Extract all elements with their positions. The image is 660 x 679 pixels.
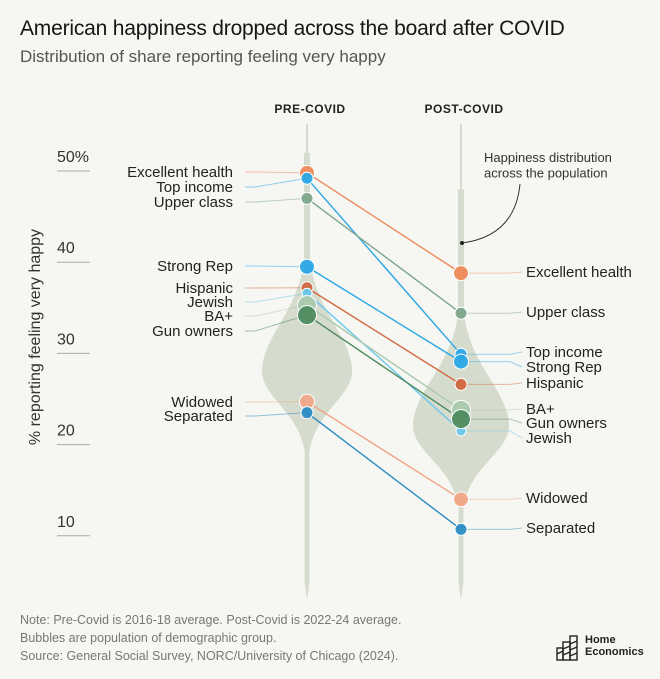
column-header-post-covid: POST-COVID	[424, 102, 503, 116]
connector-pre-upper-class	[245, 197, 308, 203]
label-pre-gun-owners: Gun owners	[152, 323, 233, 340]
buildings-icon	[556, 635, 578, 661]
slope-line-widowed	[306, 401, 462, 500]
label-pre-ba: BA+	[204, 308, 233, 325]
slope-line-upper-class	[306, 197, 462, 314]
label-post-strong-rep: Strong Rep	[526, 359, 602, 376]
annotation-curve	[461, 183, 521, 244]
slope-line-separated	[306, 412, 462, 530]
y-tick-label: 20	[57, 423, 75, 440]
label-post-ba: BA+	[526, 401, 555, 418]
dot-pre-separated	[300, 406, 314, 420]
annotation-text-line: Happiness distribution	[484, 150, 612, 165]
slope-line-gun-owners	[306, 314, 462, 420]
label-pre-hispanic: Hispanic	[175, 280, 233, 297]
dot-pre-gun-owners	[297, 305, 317, 326]
chart-subtitle: Distribution of share reporting feeling …	[20, 47, 386, 66]
y-tick-label: 30	[57, 331, 75, 348]
connector-pre-excellent-health	[245, 171, 308, 174]
label-post-top-income: Top income	[526, 344, 603, 361]
connector-post-ba	[461, 408, 523, 411]
dot-post-gun-owners	[451, 409, 471, 430]
label-post-gun-owners: Gun owners	[526, 415, 607, 432]
connector-post-strong-rep	[461, 361, 523, 368]
connector-post-upper-class	[461, 311, 523, 314]
label-pre-excellent-health: Excellent health	[127, 164, 233, 181]
connector-pre-strong-rep	[245, 265, 308, 268]
y-tick-label: 50%	[57, 149, 89, 166]
violin-pre-covid	[262, 152, 352, 600]
dot-post-widowed	[453, 491, 469, 508]
violin-post-covid	[413, 189, 509, 600]
label-post-widowed: Widowed	[526, 490, 588, 507]
label-pre-widowed: Widowed	[171, 394, 233, 411]
connector-pre-top-income	[245, 177, 308, 188]
connector-post-widowed	[461, 497, 523, 500]
logo-line2: Economics	[585, 646, 644, 658]
label-pre-separated: Separated	[164, 408, 233, 425]
slope-line-ba	[306, 304, 462, 411]
footnote-bubbles: Bubbles are population of demographic gr…	[20, 631, 277, 645]
connector-post-hispanic	[461, 382, 523, 385]
y-tick-label: 10	[57, 514, 75, 531]
chart-title: American happiness dropped across the bo…	[20, 17, 565, 40]
connector-post-separated	[461, 527, 523, 530]
footnote-source: Source: General Social Survey, NORC/Univ…	[20, 649, 399, 663]
home-economics-logo: Home Economics	[555, 632, 655, 664]
label-pre-strong-rep: Strong Rep	[157, 258, 233, 275]
label-post-jewish: Jewish	[526, 430, 572, 447]
slope-line-top-income	[306, 177, 462, 355]
column-header-pre-covid: PRE-COVID	[274, 102, 345, 116]
connector-pre-gun-owners	[245, 314, 308, 332]
dot-pre-strong-rep	[299, 258, 315, 275]
annotation-dot	[460, 241, 464, 245]
dot-pre-upper-class	[300, 191, 314, 205]
annotation-text-line: across the population	[484, 166, 608, 181]
label-post-hispanic: Hispanic	[526, 375, 584, 392]
slope-line-excellent-health	[306, 172, 462, 274]
connector-pre-jewish	[245, 292, 308, 303]
dot-post-strong-rep	[453, 353, 469, 370]
label-post-upper-class: Upper class	[526, 304, 605, 321]
dot-post-upper-class	[454, 306, 468, 320]
connector-post-jewish	[461, 430, 523, 439]
slope-line-jewish	[306, 292, 462, 432]
slope-line-hispanic	[306, 287, 462, 386]
connector-post-excellent-health	[461, 271, 523, 274]
slope-line-strong-rep	[306, 266, 462, 363]
dot-post-separated	[454, 522, 468, 536]
connector-post-top-income	[461, 351, 523, 355]
y-axis-label: % reporting feeling very happy	[27, 229, 44, 445]
connector-pre-ba	[245, 304, 308, 317]
label-post-excellent-health: Excellent health	[526, 264, 632, 281]
label-pre-jewish: Jewish	[187, 294, 233, 311]
label-pre-upper-class: Upper class	[154, 194, 233, 211]
connector-pre-separated	[245, 412, 308, 417]
dot-pre-top-income	[300, 171, 314, 185]
dot-post-excellent-health	[453, 265, 469, 282]
dot-post-hispanic	[454, 377, 468, 391]
footnote-note: Note: Pre-Covid is 2016-18 average. Post…	[20, 613, 402, 627]
logo-line1: Home	[585, 634, 616, 646]
label-post-separated: Separated	[526, 520, 595, 537]
y-tick-label: 40	[57, 240, 75, 257]
connector-post-gun-owners	[461, 418, 523, 424]
label-pre-top-income: Top income	[156, 179, 233, 196]
